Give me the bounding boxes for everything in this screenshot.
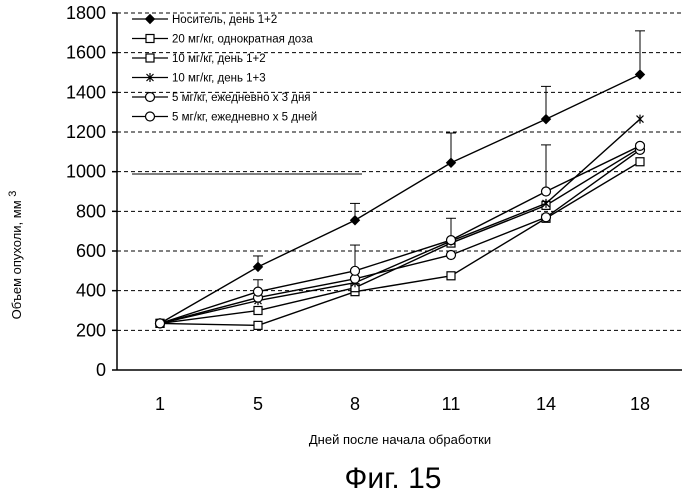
series-line [159,118,641,325]
data-point [540,186,552,197]
legend-marker [144,111,156,122]
y-tick-label: 800 [76,201,106,221]
legend-label: 20 мг/кг, однократная доза [172,34,313,46]
series-line [159,145,641,325]
legend-marker [145,33,155,44]
data-point [445,249,457,261]
legend-label: 10 мг/кг, день 1+2 [172,53,266,65]
legend-marker [144,91,156,103]
legend-label: 5 мг/кг, ежедневно x 3 дня [172,92,311,104]
series-2 [155,157,645,330]
series-6 [154,140,646,329]
x-tick-label: 5 [253,394,263,414]
y-tick-label: 1400 [66,82,106,102]
legend-item-4: 10 мг/кг, день 1+3 [132,73,266,85]
y-axis-label: Объем опухоли, мм 3 [7,191,24,320]
y-tick-label: 1000 [66,162,106,182]
data-point [349,215,361,226]
data-point [542,198,550,208]
data-point [252,261,264,273]
data-point [540,113,552,125]
y-tick-label: 1600 [66,43,106,63]
x-tick-labels: 1 5 8 11 14 18 [155,394,650,414]
y-axis-label-superscript: 3 [7,191,19,197]
legend: Носитель, день 1+2 20 мг/кг, однократная … [132,13,362,175]
gridlines [117,12,682,331]
y-tick-label: 600 [76,241,106,261]
series-4 [156,114,644,328]
x-tick-label: 1 [155,394,165,414]
x-axis-label: Дней после начала обработки [309,432,491,447]
data-point [634,140,646,151]
x-tick-label: 8 [350,394,360,414]
y-tick-label: 1800 [66,3,106,23]
y-tick-label: 0 [96,360,106,380]
x-tick-label: 14 [536,394,556,414]
legend-item-1: Носитель, день 1+2 [132,13,277,26]
legend-label: 10 мг/кг, день 1+3 [172,73,266,85]
series-line [159,73,641,324]
legend-item-3: 10 мг/кг, день 1+2 [132,53,266,65]
y-tick-labels: 0 200 400 600 800 1000 1200 1400 1600 1800 [66,3,106,380]
data-point [252,286,264,297]
legend-marker [146,73,154,82]
y-axis-label-text: Объем опухоли, мм [9,200,24,319]
series-group [154,30,646,330]
data-point [154,318,166,329]
x-tick-label: 11 [442,394,461,414]
data-point [635,157,645,167]
y-tick-label: 400 [76,281,106,301]
series-line [159,149,641,325]
series-1 [154,30,646,329]
legend-item-2: 20 мг/кг, однократная доза [132,34,313,46]
y-tick-label: 1200 [66,122,106,142]
figure-caption: Фиг. 15 [345,462,442,495]
y-tick-label: 200 [76,320,106,340]
x-tick-label: 18 [630,394,650,414]
legend-label: Носитель, день 1+2 [172,14,277,26]
series-line [159,147,641,325]
data-point [349,265,361,276]
legend-item-5: 5 мг/кг, ежедневно x 3 дня [132,91,311,104]
data-point [634,69,646,80]
data-point [540,212,552,223]
data-point [445,157,457,168]
legend-marker [145,53,155,63]
data-point [253,305,263,316]
legend-marker [144,13,156,25]
data-point [446,271,456,281]
data-point [253,320,263,330]
data-point [445,234,457,246]
legend-label: 5 мг/кг, ежедневно x 5 дней [172,112,317,124]
data-point [636,114,644,124]
legend-item-6: 5 мг/кг, ежедневно x 5 дней [132,111,317,124]
series-line [159,161,641,327]
axes [112,12,682,371]
